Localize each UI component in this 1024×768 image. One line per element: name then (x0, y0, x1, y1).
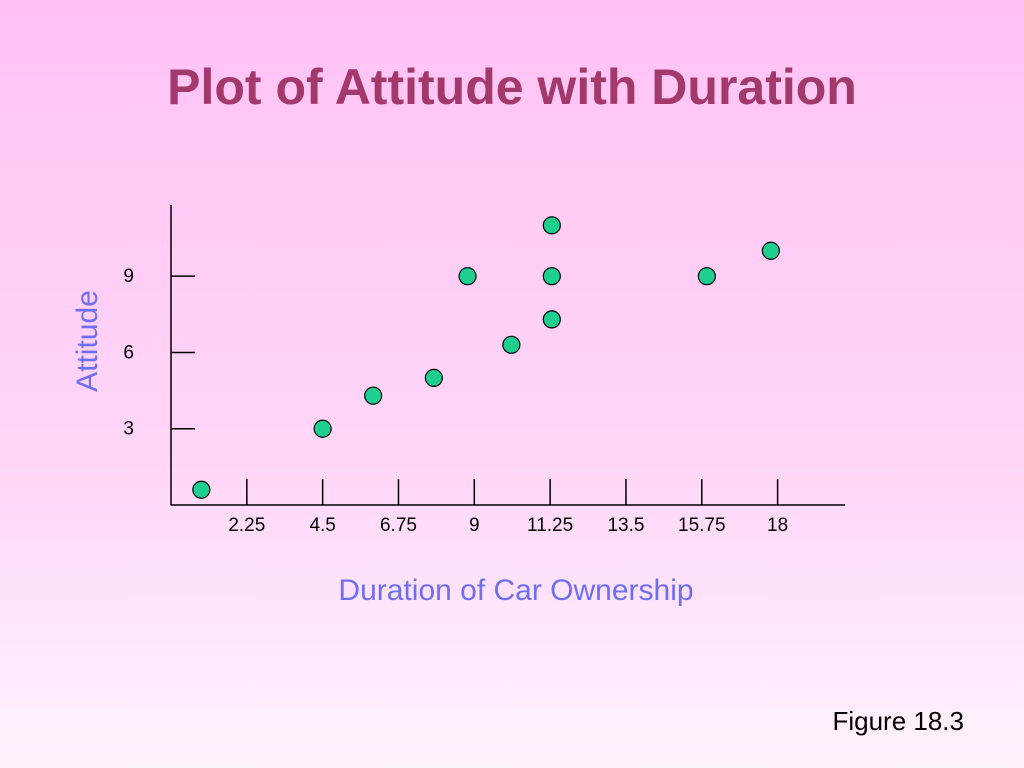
figure-caption: Figure 18.3 (832, 706, 964, 736)
data-point (697, 267, 716, 286)
x-tick-label: 18 (767, 515, 788, 536)
y-axis-title: Attitude (71, 290, 104, 392)
data-point (542, 216, 561, 235)
x-tick-label: 15.75 (678, 515, 726, 536)
data-point (761, 241, 780, 260)
x-tick-label: 4.5 (309, 515, 335, 536)
y-tick-label: 6 (123, 342, 134, 363)
x-tick-label: 9 (469, 515, 480, 536)
y-axis-ticks: 3 6 9 (123, 266, 195, 440)
x-axis-ticks: 2.25 4.5 6.75 9 11.25 13.5 15.75 18 (228, 479, 788, 536)
data-point (192, 480, 211, 499)
data-point (542, 267, 561, 286)
x-axis-title: Duration of Car Ownership (338, 574, 693, 607)
data-point (424, 368, 443, 387)
data-point (458, 267, 477, 286)
data-point (502, 335, 521, 354)
x-tick-label: 13.5 (607, 515, 644, 536)
x-tick-label: 2.25 (228, 515, 265, 536)
y-tick-label: 3 (123, 419, 134, 440)
scatter-chart: 2.25 4.5 6.75 9 11.25 13.5 15.75 18 3 6 9 Attitud… (71, 205, 845, 607)
y-tick-label: 9 (123, 266, 134, 287)
slide-title: Plot of Attitude with Duration (167, 59, 857, 115)
data-point (542, 310, 561, 329)
x-tick-label: 6.75 (380, 515, 417, 536)
x-tick-label: 11.25 (527, 515, 573, 536)
data-point (364, 386, 383, 405)
data-point (313, 419, 332, 438)
data-points (192, 216, 780, 499)
